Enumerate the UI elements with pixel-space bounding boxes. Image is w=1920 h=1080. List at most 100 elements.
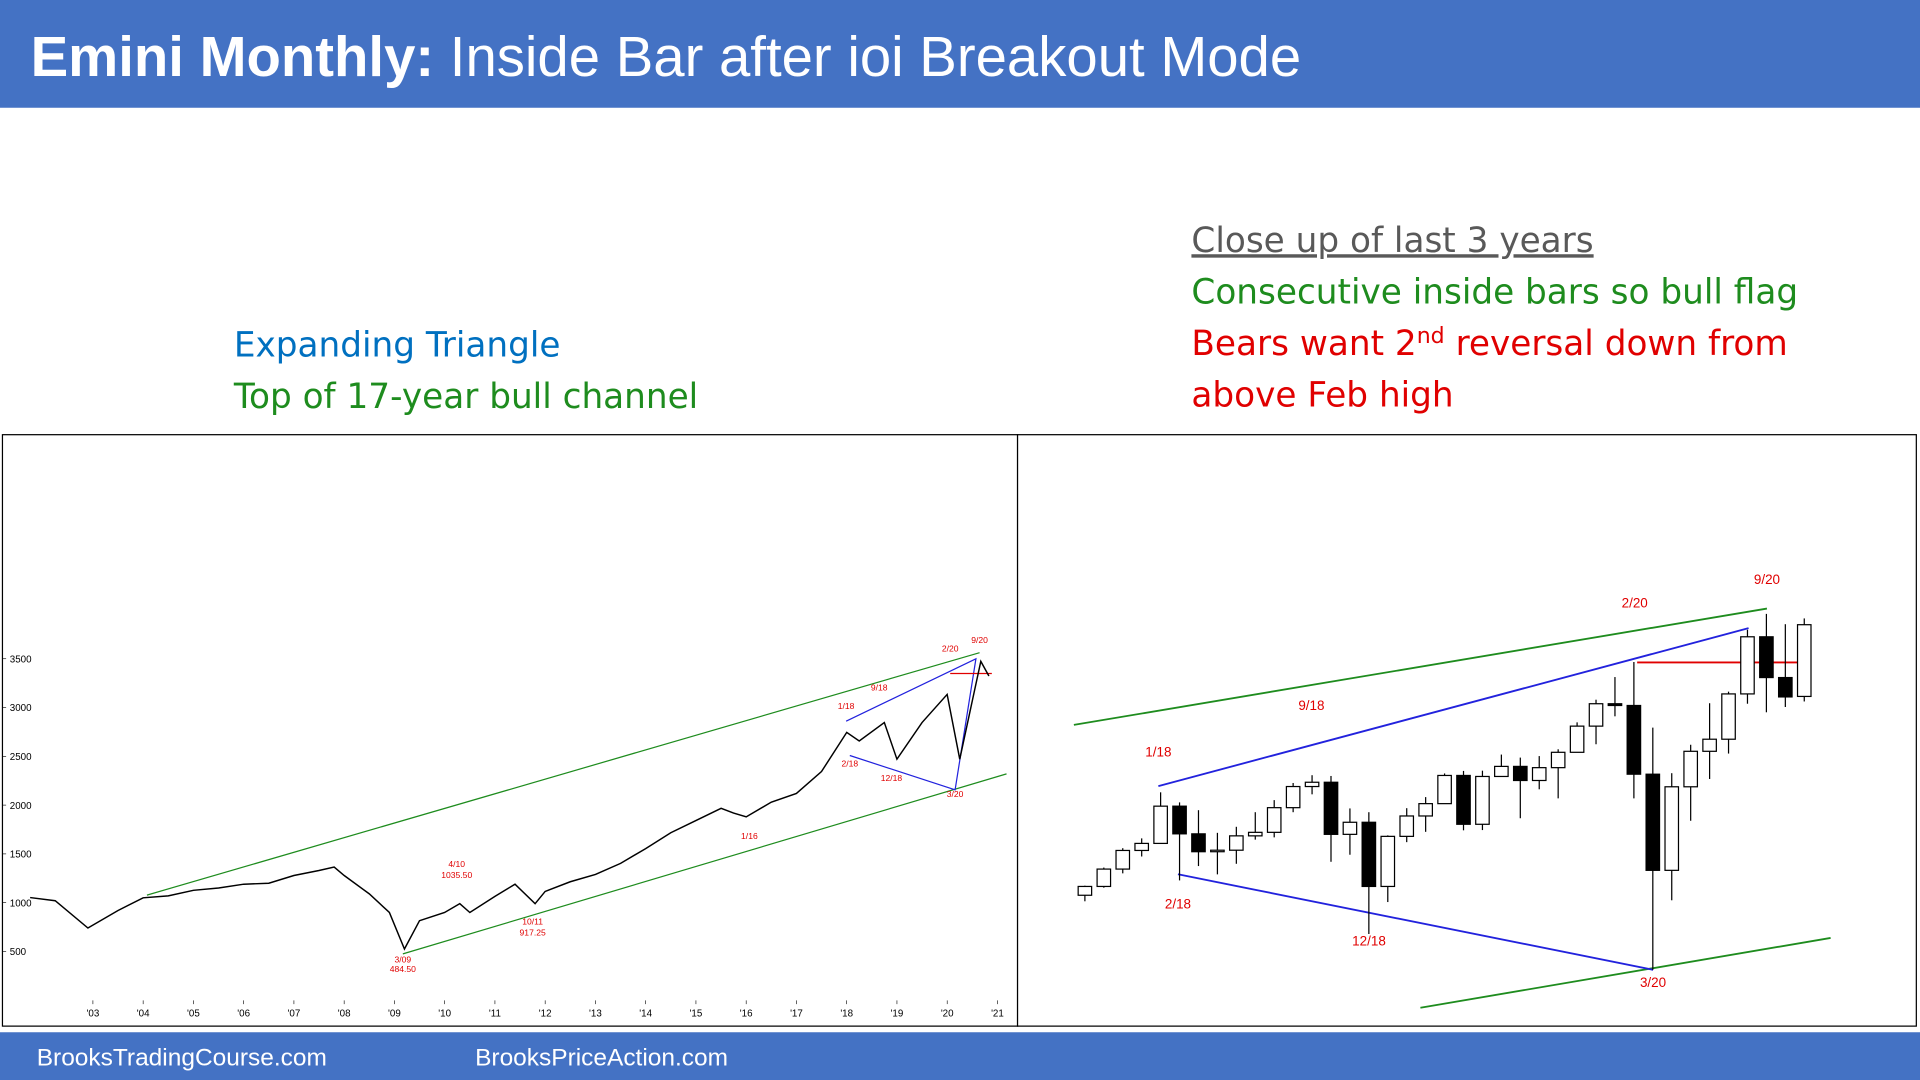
annotation: 12/18: [881, 773, 903, 783]
annotation: 2/18: [841, 759, 858, 769]
y-tick-label: 1500: [10, 850, 32, 861]
y-tick-label: 2000: [10, 801, 32, 812]
candle-body: [1777, 676, 1793, 698]
right-note: Bears want 2nd reversal down from: [1191, 324, 1787, 364]
annotation: 3/20: [947, 789, 964, 799]
candle-body: [1342, 821, 1358, 835]
annotation: 9/18: [1298, 698, 1324, 713]
candle-body: [1228, 835, 1244, 851]
x-tick-label: '11: [489, 1008, 501, 1019]
candle-body: [1721, 693, 1736, 740]
channel-line: [1073, 607, 1768, 726]
x-tick-label: '18: [840, 1008, 853, 1019]
annotation: 1/18: [1145, 745, 1171, 760]
title-rest: Inside Bar after ioi Breakout Mode: [434, 25, 1301, 88]
triangle-line: [845, 657, 977, 791]
candle-body: [1607, 703, 1623, 707]
y-tick-label: 500: [10, 947, 27, 958]
candle-body: [1115, 849, 1131, 870]
annotation: 1/18: [838, 701, 855, 711]
candle-body: [1512, 765, 1528, 782]
right-note: Consecutive inside bars so bull flag: [1191, 273, 1798, 313]
candle-body: [1096, 868, 1112, 888]
annotation: 9/20: [1754, 572, 1780, 587]
candle-body: [1796, 624, 1812, 698]
candle-body: [1626, 704, 1642, 775]
y-tick-label: 2500: [10, 752, 32, 763]
candle-body: [1418, 803, 1433, 817]
annotation: 2/20: [942, 643, 959, 653]
candle-body: [1191, 833, 1206, 853]
candle-body: [1702, 738, 1717, 752]
channel-line: [1420, 937, 1831, 1009]
footer-bar: [0, 1032, 1920, 1080]
x-tick-label: '19: [891, 1008, 904, 1019]
x-tick-label: '10: [438, 1008, 451, 1019]
annotation: 9/18: [871, 683, 888, 693]
candle-body: [1475, 775, 1490, 825]
candle-body: [1399, 815, 1415, 837]
annotation: 10/11: [522, 916, 543, 926]
candle-body: [1683, 750, 1699, 788]
annotation: 2/18: [1165, 897, 1191, 912]
candle-body: [1664, 786, 1680, 871]
candle-body: [1456, 774, 1471, 825]
channel-line: [146, 652, 980, 896]
note-text: reversal down from: [1445, 324, 1788, 364]
x-tick-label: '04: [137, 1008, 150, 1019]
candle-body: [1210, 849, 1225, 853]
x-tick-label: '15: [690, 1008, 703, 1019]
candle-body: [1323, 781, 1339, 835]
right-heading: Close up of last 3 years: [1191, 221, 1593, 261]
x-tick-label: '14: [639, 1008, 652, 1019]
right-chart-frame: [1016, 434, 1917, 1027]
candle-body: [1569, 725, 1585, 753]
right-chart: 1/18 2/18 9/18 12/18 2/20 3/20 9/20: [1073, 572, 1831, 1009]
annotation: 9/20: [971, 635, 988, 645]
x-tick-label: '05: [187, 1008, 200, 1019]
candle-body: [1304, 781, 1320, 788]
x-tick-label: '08: [338, 1008, 351, 1019]
note-sup: nd: [1417, 324, 1445, 349]
annotation: 484.50: [390, 964, 416, 974]
candle-body: [1361, 821, 1377, 888]
header-title: Emini Monthly: Inside Bar after ioi Brea…: [31, 25, 1302, 88]
x-tick-label: '20: [941, 1008, 954, 1019]
candle-body: [1759, 636, 1774, 679]
annotation: 3/20: [1640, 975, 1666, 990]
left-chart-frame: [1, 434, 1019, 1027]
triangle-line: [1158, 627, 1749, 788]
channel-line: [402, 773, 1007, 955]
candle-body: [1550, 751, 1566, 769]
annotation: 3/09: [395, 954, 412, 964]
candle-body: [1247, 831, 1263, 837]
annotation: 1035.50: [441, 870, 472, 880]
left-note: Top of 17-year bull channel: [233, 377, 698, 417]
header-bar: [0, 0, 1920, 108]
x-tick-label: '09: [388, 1008, 401, 1019]
candle-body: [1153, 805, 1168, 845]
x-tick-label: '13: [589, 1008, 602, 1019]
candle-body: [1588, 703, 1604, 727]
x-tick-label: '16: [740, 1008, 753, 1019]
x-tick-label: '07: [288, 1008, 301, 1019]
candle-body: [1531, 767, 1547, 782]
footer-link: BrooksPriceAction.com: [475, 1044, 728, 1071]
annotation: 2/20: [1622, 595, 1648, 610]
price-line: [30, 659, 990, 951]
x-tick-label: '21: [991, 1008, 1004, 1019]
x-tick-label: '12: [539, 1008, 552, 1019]
annotation: 12/18: [1352, 933, 1386, 948]
candle-body: [1494, 765, 1509, 778]
candle-body: [1645, 773, 1661, 871]
x-tick-label: '03: [87, 1008, 100, 1019]
x-tick-label: '06: [237, 1008, 250, 1019]
y-tick-label: 1000: [10, 898, 32, 909]
annotation: 1/16: [741, 831, 758, 841]
candle-body: [1740, 636, 1755, 695]
title-bold: Emini Monthly:: [31, 25, 435, 88]
candle-body: [1266, 807, 1282, 833]
y-tick-label: 3000: [10, 703, 32, 714]
